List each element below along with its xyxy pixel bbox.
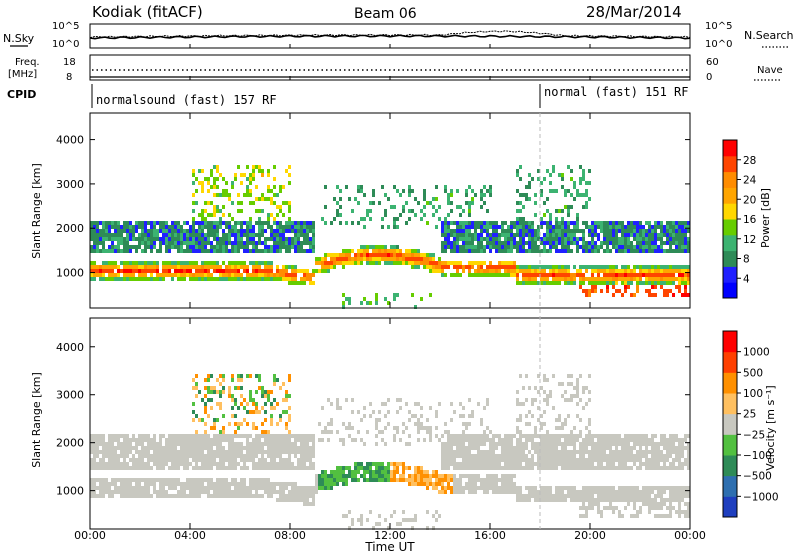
station-title: Kodiak (fitACF) bbox=[92, 3, 203, 21]
velocity-colorbar-segment bbox=[723, 331, 737, 353]
power-colorbar-tick: 12 bbox=[743, 234, 756, 246]
noise-search-line bbox=[89, 30, 691, 39]
velocity-colorbar-segment bbox=[723, 475, 737, 497]
beam-title: Beam 06 bbox=[354, 6, 417, 22]
cpid-segment-1: normalsound (fast) 157 RF bbox=[96, 93, 277, 107]
power-colorbar-segment bbox=[723, 187, 737, 204]
noise-left-tick-low: 10^0 bbox=[52, 39, 79, 50]
noise-search-label: N.Search bbox=[744, 29, 794, 42]
noise-right-tick-low: 10^0 bbox=[705, 39, 732, 50]
x-tick-label: 00:00 bbox=[674, 529, 706, 542]
velocity-colorbar-tick: 1000 bbox=[743, 347, 770, 359]
power-y-tick-label: 4000 bbox=[56, 134, 84, 147]
power-colorbar-tick: 20 bbox=[743, 194, 756, 206]
cpid-segment-2: normal (fast) 151 RF bbox=[544, 85, 689, 99]
noise-sky-line bbox=[89, 34, 691, 40]
nave-label: Nave bbox=[757, 65, 783, 76]
power-heatmap bbox=[90, 165, 690, 309]
x-tick-label: 04:00 bbox=[174, 529, 206, 542]
power-colorbar-tick: 8 bbox=[743, 254, 750, 266]
velocity-colorbar-tick: 500 bbox=[743, 367, 763, 379]
velocity-colorbar-segment bbox=[723, 434, 737, 456]
velocity-colorbar-segment bbox=[723, 372, 737, 394]
velocity-colorbar-tick: 100 bbox=[743, 388, 763, 400]
cpid-label: CPID bbox=[7, 88, 36, 101]
velocity-colorbar-segment bbox=[723, 413, 737, 435]
velocity-y-axis-label: Slant Range [km] bbox=[30, 372, 43, 468]
nave-tick-high: 60 bbox=[706, 57, 719, 68]
date-title: 28/Mar/2014 bbox=[586, 3, 682, 21]
power-colorbar bbox=[723, 140, 737, 299]
power-colorbar-tick: 4 bbox=[743, 273, 750, 285]
freq-panel: Freq. [MHz] 18 8 60 0 Nave bbox=[8, 54, 783, 83]
noise-right-tick-high: 10^5 bbox=[705, 21, 732, 32]
power-panel: 1000 2000 3000 4000 Slant Range [km] 4 8 12 16… bbox=[30, 112, 772, 309]
velocity-y-tick-label: 4000 bbox=[56, 341, 84, 354]
power-colorbar-tick: 16 bbox=[743, 214, 757, 226]
x-tick-label: 20:00 bbox=[574, 529, 606, 542]
freq-tick-high: 18 bbox=[63, 57, 76, 68]
velocity-y-tick-label: 2000 bbox=[56, 437, 84, 450]
x-tick-label: 08:00 bbox=[274, 529, 306, 542]
power-colorbar-segment bbox=[723, 234, 737, 252]
velocity-y-tick-label: 3000 bbox=[56, 389, 84, 402]
cpid-row: CPID normalsound (fast) 157 RF normal (f… bbox=[7, 84, 689, 108]
power-colorbar-segment bbox=[723, 250, 737, 267]
x-axis-label: Time UT bbox=[364, 540, 415, 554]
noise-sky-label: N.Sky bbox=[3, 32, 35, 45]
nave-tick-low: 0 bbox=[706, 72, 712, 83]
power-colorbar-label: Power [dB] bbox=[759, 188, 772, 248]
power-colorbar-segment bbox=[723, 171, 737, 188]
power-y-tick-label: 2000 bbox=[56, 222, 84, 235]
freq-tick-low: 8 bbox=[66, 72, 72, 83]
freq-label-line1: Freq. bbox=[15, 57, 40, 68]
velocity-panel: 1000 2000 3000 4000 Slant Range [km] 1000 50… bbox=[30, 317, 779, 530]
velocity-colorbar-segment bbox=[723, 455, 737, 477]
freq-label-line2: [MHz] bbox=[8, 69, 37, 80]
power-y-axis-label: Slant Range [km] bbox=[30, 163, 43, 259]
power-colorbar-segment bbox=[723, 266, 737, 283]
velocity-y-tick-label: 1000 bbox=[56, 485, 84, 498]
power-colorbar-segment bbox=[723, 282, 737, 299]
velocity-colorbar bbox=[723, 331, 737, 518]
power-colorbar-segment bbox=[723, 219, 737, 236]
velocity-colorbar-label: Velocity [m s⁻¹] bbox=[764, 385, 777, 470]
velocity-heatmap bbox=[90, 374, 690, 530]
power-colorbar-segment bbox=[723, 203, 737, 220]
velocity-colorbar-tick: 25 bbox=[743, 409, 756, 421]
velocity-colorbar-segment bbox=[723, 351, 737, 373]
power-y-tick-label: 1000 bbox=[56, 267, 84, 280]
noise-left-tick-high: 10^5 bbox=[52, 21, 79, 32]
velocity-colorbar-tick: −100 bbox=[743, 450, 772, 462]
x-tick-label: 00:00 bbox=[74, 529, 106, 542]
power-colorbar-tick: 28 bbox=[743, 155, 756, 167]
x-tick-label: 12:00 bbox=[374, 529, 406, 542]
velocity-colorbar-tick: −25 bbox=[743, 429, 765, 441]
x-axis: 00:00 04:00 08:00 12:00 16:00 20:00 00:00 bbox=[74, 44, 706, 542]
power-y-tick-label: 3000 bbox=[56, 178, 84, 191]
power-colorbar-tick: 24 bbox=[743, 175, 757, 187]
velocity-colorbar-segment bbox=[723, 393, 737, 415]
velocity-colorbar-tick: −500 bbox=[743, 471, 772, 483]
velocity-colorbar-tick: −1000 bbox=[743, 491, 779, 503]
power-colorbar-segment bbox=[723, 155, 737, 173]
velocity-colorbar-segment bbox=[723, 496, 737, 518]
noise-panel: N.Sky 10^5 10^0 10^5 10^0 N.Search bbox=[3, 21, 794, 50]
power-colorbar-segment bbox=[723, 140, 737, 157]
x-tick-label: 16:00 bbox=[474, 529, 506, 542]
